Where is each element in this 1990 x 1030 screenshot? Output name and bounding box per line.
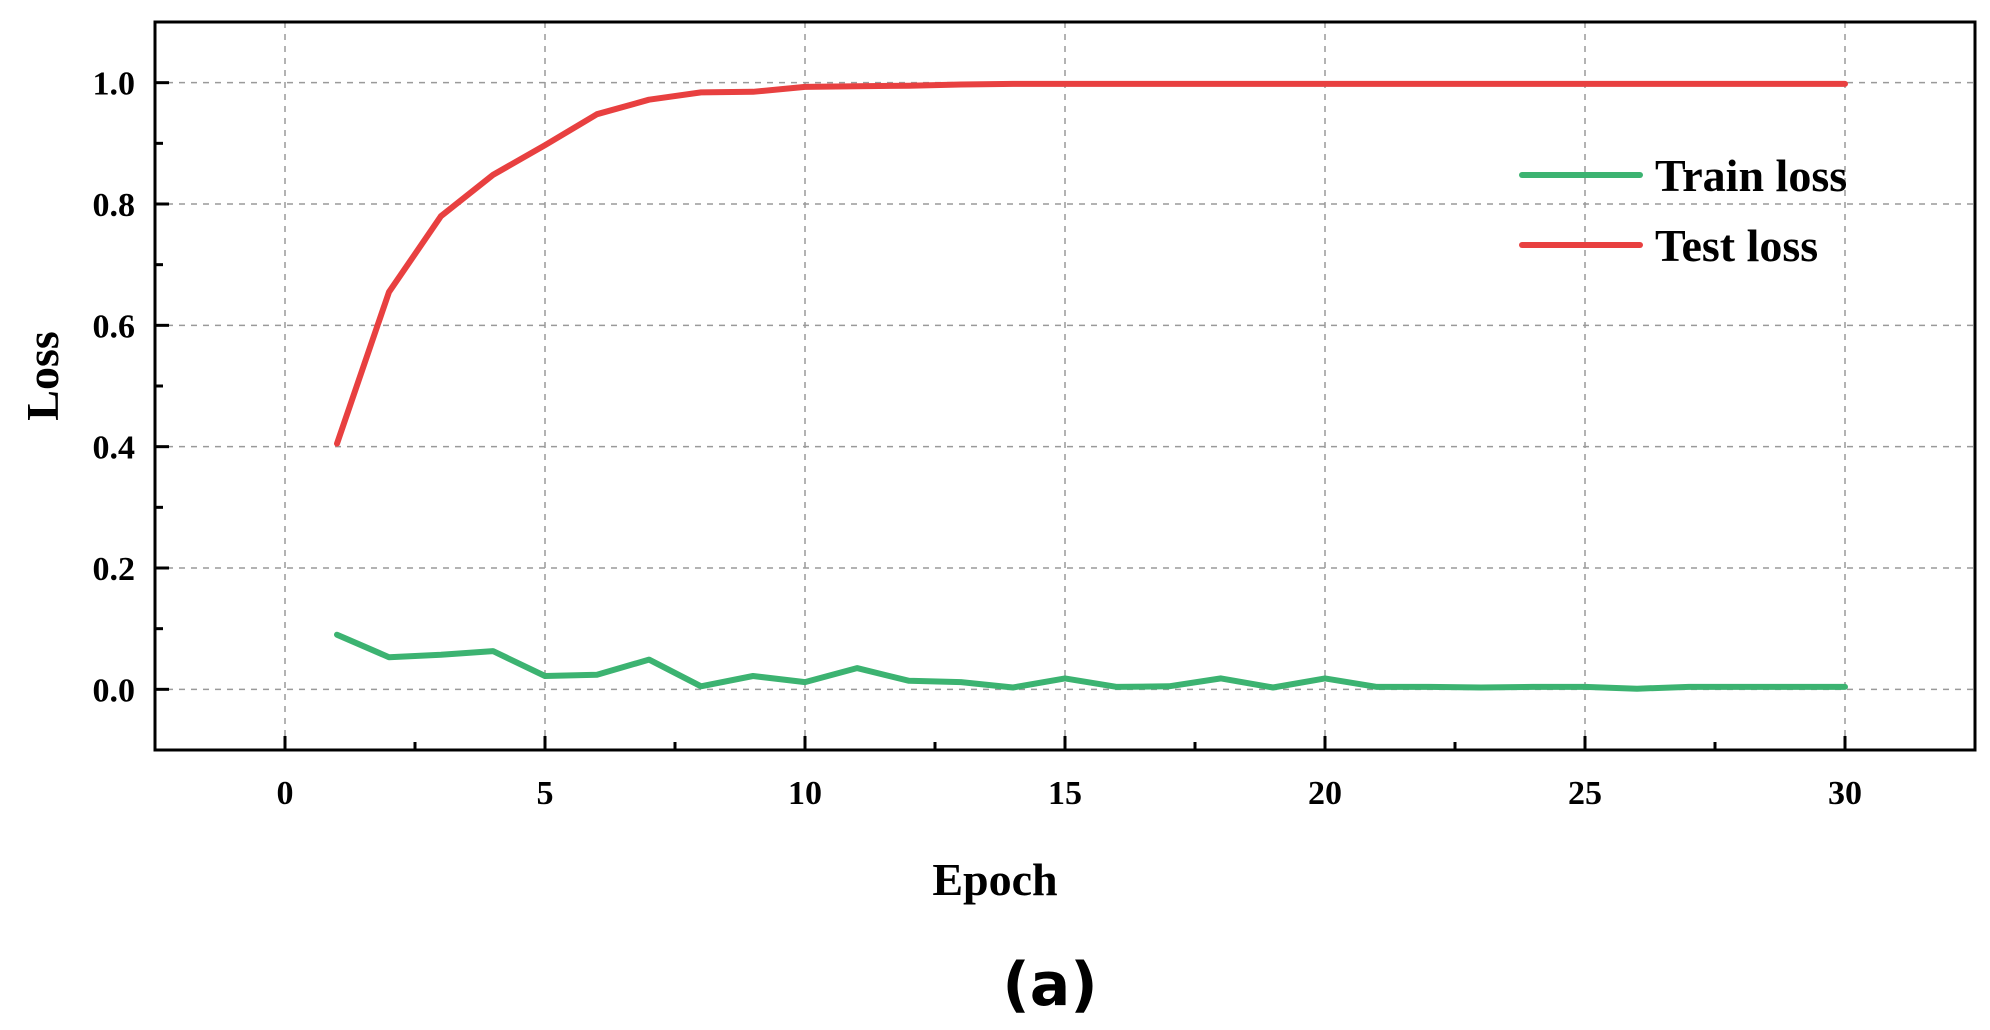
series-line-test-loss	[334, 80, 1848, 447]
x-tick-label: 5	[537, 775, 554, 812]
y-tick-label: 0.0	[93, 672, 136, 709]
y-tick-label: 1.0	[93, 66, 136, 103]
axis-ticks	[155, 81, 1847, 750]
x-axis-title: Epoch	[932, 854, 1057, 905]
y-tick-label: 0.2	[93, 551, 136, 588]
x-tick-labels: 0 5 10 15 20 25 30	[277, 775, 1863, 812]
x-tick-label: 15	[1048, 775, 1082, 812]
series-line-train-loss	[334, 631, 1848, 692]
x-tick-label: 20	[1308, 775, 1342, 812]
series-lines	[334, 80, 1848, 692]
y-axis-title: Loss	[17, 331, 68, 420]
grid-lines	[155, 22, 1975, 750]
y-tick-labels: 0.0 0.2 0.4 0.6 0.8 1.0	[93, 66, 136, 710]
x-tick-label: 30	[1828, 775, 1862, 812]
y-tick-label: 0.6	[93, 308, 136, 345]
y-tick-label: 0.8	[93, 187, 136, 224]
figure-caption: (a)	[1002, 950, 1097, 1020]
x-tick-label: 10	[788, 775, 822, 812]
legend: Train loss Test loss	[1519, 150, 1847, 271]
x-tick-label: 25	[1568, 775, 1602, 812]
legend-label-test-loss: Test loss	[1655, 220, 1818, 271]
legend-label-train-loss: Train loss	[1655, 150, 1847, 201]
y-tick-label: 0.4	[93, 430, 136, 467]
x-tick-label: 0	[277, 775, 294, 812]
